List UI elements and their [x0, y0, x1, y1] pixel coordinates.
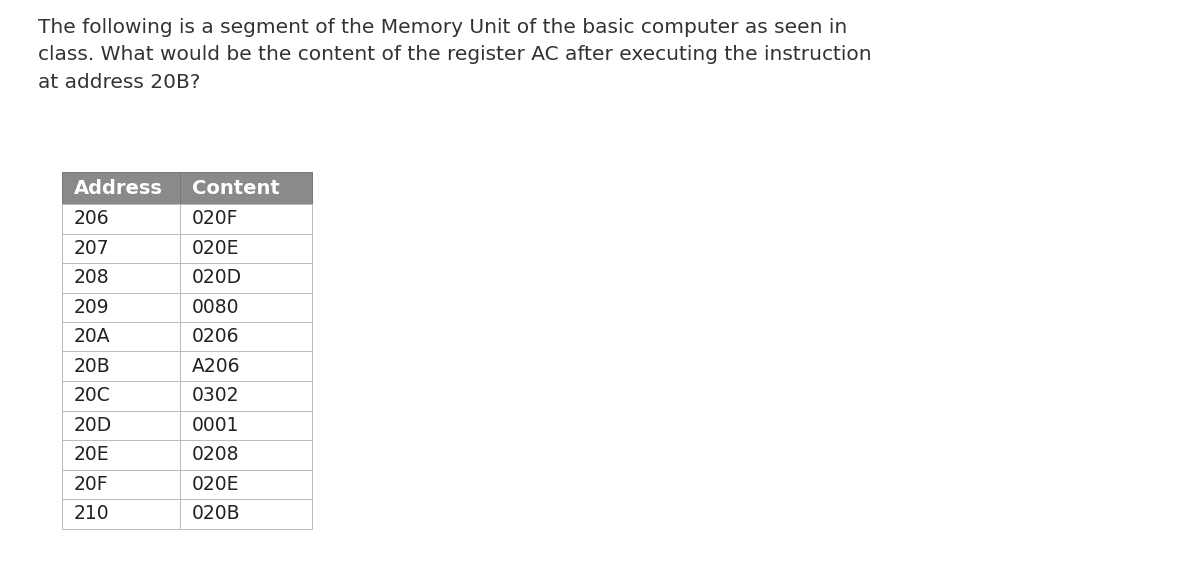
Bar	[62, 292, 180, 322]
Text: 020E: 020E	[192, 239, 240, 258]
Text: 020B: 020B	[192, 504, 241, 523]
Text: 0302: 0302	[192, 386, 240, 405]
Text: 020D: 020D	[192, 269, 242, 287]
Text: 20F: 20F	[74, 475, 109, 494]
Bar	[180, 172, 312, 204]
Bar	[62, 233, 180, 263]
Bar	[180, 411, 312, 440]
Bar	[180, 322, 312, 352]
Text: 0080: 0080	[192, 298, 240, 316]
Bar	[62, 440, 180, 470]
Text: 206: 206	[74, 209, 109, 228]
Text: 020F: 020F	[192, 209, 239, 228]
Bar	[62, 381, 180, 411]
Bar	[62, 470, 180, 499]
Text: 0206: 0206	[192, 327, 240, 346]
Bar	[62, 322, 180, 352]
Text: Content: Content	[192, 178, 280, 198]
Bar	[62, 263, 180, 292]
Text: 20A: 20A	[74, 327, 110, 346]
Bar	[62, 352, 180, 381]
Bar	[180, 233, 312, 263]
Bar	[62, 204, 180, 233]
Text: 20D: 20D	[74, 416, 113, 435]
Bar	[180, 470, 312, 499]
Text: 210: 210	[74, 504, 109, 523]
Bar	[62, 172, 180, 204]
Text: 0001: 0001	[192, 416, 240, 435]
Text: 020E: 020E	[192, 475, 240, 494]
Text: 0208: 0208	[192, 445, 240, 464]
Bar	[62, 499, 180, 528]
Text: 20E: 20E	[74, 445, 109, 464]
Bar	[180, 263, 312, 292]
Bar	[180, 292, 312, 322]
Text: 20B: 20B	[74, 357, 110, 376]
Bar	[180, 499, 312, 528]
Bar	[62, 411, 180, 440]
Bar	[180, 440, 312, 470]
Bar	[180, 381, 312, 411]
Bar	[180, 352, 312, 381]
Text: The following is a segment of the Memory Unit of the basic computer as seen in
c: The following is a segment of the Memory…	[38, 18, 871, 91]
Text: 209: 209	[74, 298, 109, 316]
Text: 20C: 20C	[74, 386, 110, 405]
Text: 208: 208	[74, 269, 109, 287]
Bar	[180, 204, 312, 233]
Text: 207: 207	[74, 239, 109, 258]
Text: Address: Address	[74, 178, 163, 198]
Text: A206: A206	[192, 357, 240, 376]
